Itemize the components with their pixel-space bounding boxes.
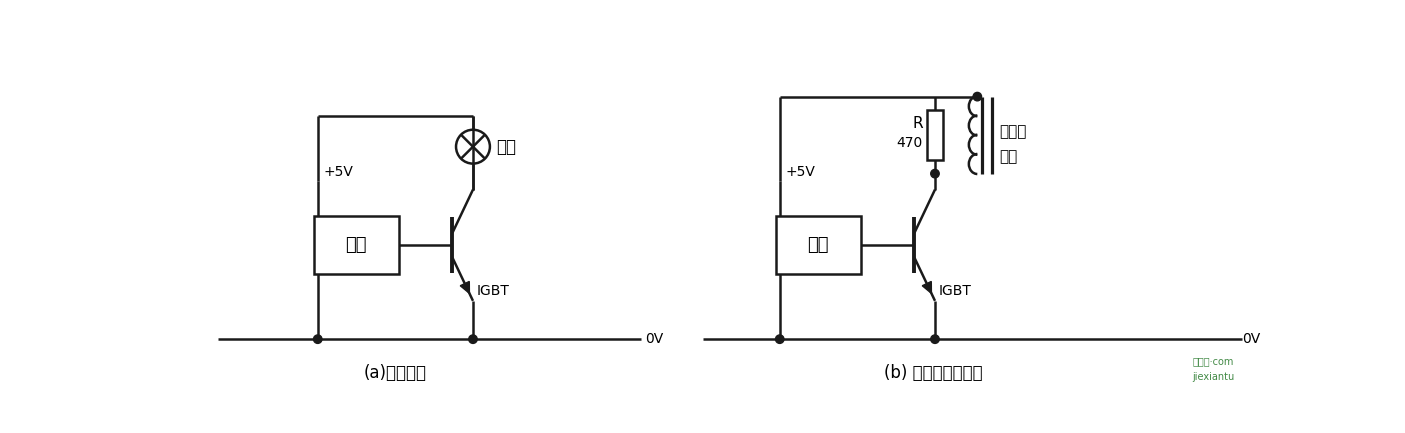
Text: +5V: +5V [785,165,815,179]
Text: 线圈: 线圈 [999,149,1017,164]
Text: R: R [912,116,923,131]
Text: IGBT: IGBT [939,284,972,298]
Text: 0V: 0V [645,332,663,346]
Text: +5V: +5V [323,165,353,179]
Text: (a)驱动车灯: (a)驱动车灯 [364,364,426,381]
Text: 逻辑: 逻辑 [808,236,829,254]
Bar [927,110,943,160]
Circle shape [930,335,939,343]
Text: 接线图·com: 接线图·com [1193,356,1234,366]
Text: 0V: 0V [1242,332,1260,346]
Circle shape [930,169,939,178]
Polygon shape [461,281,469,293]
Text: 继电器: 继电器 [999,124,1027,139]
Text: 车灯: 车灯 [496,138,516,156]
Polygon shape [922,281,932,293]
Text: 470: 470 [896,136,923,150]
Text: 逻辑: 逻辑 [346,236,367,254]
Circle shape [469,335,478,343]
Circle shape [776,335,784,343]
Text: jiexiantu: jiexiantu [1191,372,1234,381]
Text: (b) 驱动继电器负载: (b) 驱动继电器负载 [884,364,984,381]
Text: 1: 1 [927,112,934,122]
Bar [776,216,861,274]
Bar [313,216,399,274]
Circle shape [313,335,322,343]
Text: IGBT: IGBT [476,284,510,298]
Circle shape [974,92,982,101]
